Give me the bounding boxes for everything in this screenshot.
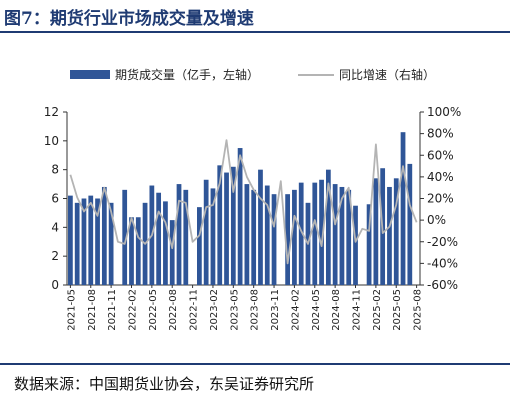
x-axis-tick-label: 2025-05 [392, 289, 403, 331]
right-axis-tick-label: 100% [427, 105, 461, 119]
volume-bar [101, 186, 107, 285]
x-axis-tick-label: 2021-11 [107, 289, 118, 331]
volume-bar [339, 186, 345, 285]
x-axis-tick-label: 2021-08 [87, 289, 98, 331]
volume-bar [407, 163, 413, 285]
legend-line-label: 同比增速（右轴） [339, 67, 435, 82]
figure-title: 图7：期货行业市场成交量及增速 [4, 9, 254, 29]
volume-bar [387, 186, 392, 285]
left-axis-tick-label: 2 [51, 249, 59, 263]
x-axis-tick-label: 2022-02 [127, 289, 138, 331]
left-axis-tick-label: 10 [44, 134, 59, 148]
volume-bar [74, 202, 80, 285]
legend-bar-swatch [70, 70, 110, 79]
x-axis-tick-label: 2025-08 [413, 289, 424, 331]
volume-bar [373, 178, 379, 285]
left-axis-tick-label: 8 [51, 163, 59, 177]
volume-bar [176, 184, 182, 285]
volume-bar [169, 220, 175, 285]
volume-bar [196, 207, 202, 285]
volume-bar [244, 184, 250, 285]
volume-bar [264, 185, 270, 285]
left-axis-tick-label: 12 [44, 105, 59, 119]
volume-bar [122, 189, 128, 285]
right-axis-tick-label: 80% [427, 127, 454, 141]
x-axis-tick-label: 2023-02 [209, 289, 220, 331]
left-axis-tick-label: 4 [51, 220, 59, 234]
volume-bar [163, 201, 168, 285]
volume-bar [325, 169, 331, 285]
volume-bar [68, 195, 73, 285]
volume-bar [88, 195, 94, 285]
right-axis-tick-label: -20% [427, 235, 458, 249]
volume-bar [183, 189, 189, 285]
yoy-growth-line [69, 139, 418, 265]
volume-bar [129, 217, 134, 285]
x-axis-tick-label: 2021-05 [66, 289, 77, 331]
right-axis-tick-label: 60% [427, 148, 454, 162]
x-axis-tick-label: 2023-08 [250, 289, 261, 331]
volume-bar [135, 217, 141, 285]
x-axis-tick-label: 2024-08 [331, 289, 342, 331]
x-axis-tick-label: 2024-02 [290, 289, 301, 331]
right-axis-tick-label: 20% [427, 192, 454, 206]
volume-bar [81, 198, 87, 285]
volume-bar [230, 166, 236, 285]
x-axis-tick-label: 2025-02 [372, 289, 383, 331]
left-axis-tick-label: 6 [51, 192, 59, 206]
x-axis-tick-label: 2024-05 [311, 289, 322, 331]
volume-bar [95, 198, 100, 285]
volume-bar [353, 205, 358, 285]
volume-bar [366, 204, 372, 285]
volume-bar [251, 189, 257, 285]
right-axis-tick-label: 0% [427, 213, 446, 227]
volume-bar [108, 202, 114, 285]
volume-bar [393, 178, 399, 285]
left-axis-tick-label: 0 [51, 278, 59, 292]
volume-bar [292, 189, 297, 285]
volume-bar [237, 148, 243, 285]
legend-bar-label: 期货成交量（亿手，左轴） [115, 67, 259, 82]
volume-bar [217, 165, 223, 285]
volume-bar [319, 179, 324, 285]
volume-bar [271, 194, 277, 285]
x-axis-tick-label: 2024-11 [352, 289, 363, 331]
right-axis-tick-label: -60% [427, 278, 458, 292]
volume-bar [285, 194, 291, 285]
source-note: 数据来源：中国期货业协会，东吴证券研究所 [14, 375, 315, 393]
x-axis-tick-label: 2022-05 [148, 289, 159, 331]
footer-rule [0, 363, 510, 365]
x-axis-tick-label: 2023-11 [270, 289, 281, 331]
x-axis-tick-label: 2023-05 [229, 289, 240, 331]
volume-bar [312, 182, 318, 285]
right-axis-tick-label: -40% [427, 256, 458, 270]
volume-bar [224, 172, 229, 285]
volume-bar [258, 169, 263, 285]
volume-bar [203, 179, 209, 285]
volume-bar [346, 189, 352, 285]
x-axis-tick-label: 2022-11 [189, 289, 200, 331]
x-axis-tick-label: 2022-08 [168, 289, 179, 331]
volume-bar [400, 132, 406, 285]
right-axis-tick-label: 40% [427, 170, 454, 184]
volume-bar [298, 182, 304, 285]
volume-bar [156, 192, 162, 285]
volume-bar [210, 188, 216, 285]
volume-bar [332, 184, 338, 285]
combo-chart: 0 2 4 6 8 10 12 -60% -40% -20% 0% 20% 40% 60% 80% 100% 2… [44, 67, 462, 331]
title-rule [0, 31, 510, 33]
